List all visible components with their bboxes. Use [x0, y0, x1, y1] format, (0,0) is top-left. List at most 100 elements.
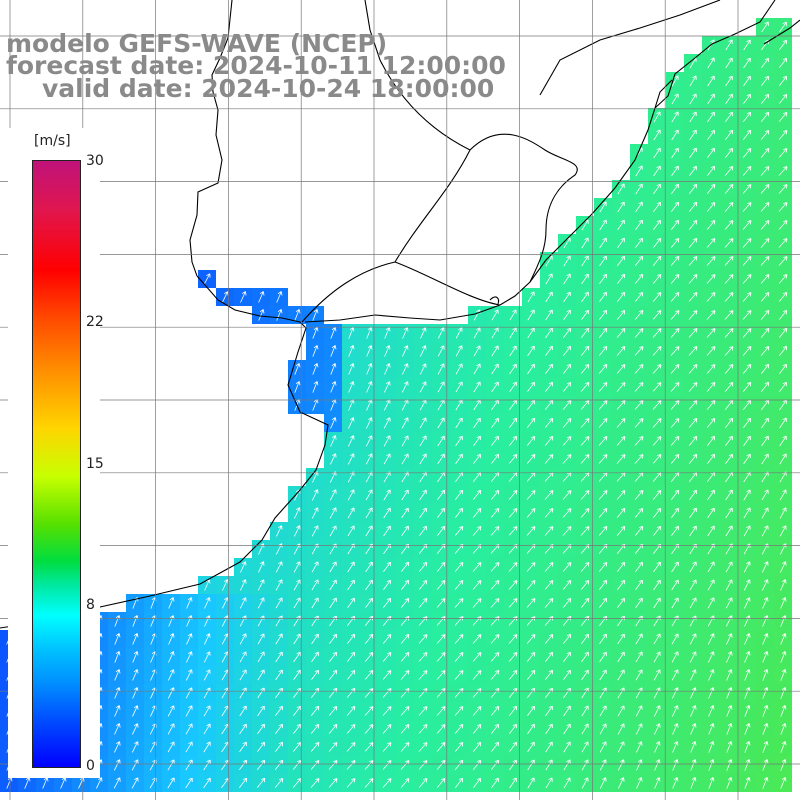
- wind-arrow: [743, 561, 751, 573]
- wind-arrow: [726, 687, 733, 699]
- wind-arrow: [670, 310, 680, 320]
- wind-arrow: [707, 633, 715, 645]
- wind-arrow: [365, 489, 373, 501]
- wind-arrow: [472, 741, 482, 752]
- wind-arrow: [598, 490, 608, 500]
- wind-arrow: [581, 705, 589, 717]
- wind-arrow: [562, 598, 572, 608]
- wind-arrow: [563, 327, 571, 339]
- wind-arrow: [418, 652, 428, 662]
- wind-arrow: [167, 777, 175, 789]
- wind-arrow: [509, 309, 517, 321]
- wind-arrow: [527, 363, 535, 375]
- wind-arrow: [329, 651, 337, 663]
- wind-arrow: [689, 525, 697, 537]
- wind-arrow: [491, 759, 499, 771]
- wind-arrow: [725, 111, 733, 123]
- wind-arrow: [508, 508, 518, 518]
- wind-arrow: [652, 436, 662, 446]
- wind-arrow: [652, 454, 662, 464]
- wind-arrow: [761, 453, 769, 465]
- wind-arrow: [725, 75, 733, 87]
- wind-arrow: [671, 165, 679, 177]
- wind-arrow: [744, 669, 751, 681]
- wind-arrow: [724, 292, 734, 302]
- wind-arrow: [689, 579, 697, 591]
- wind-arrow: [652, 382, 662, 392]
- wind-arrow: [454, 724, 464, 734]
- wind-arrow: [688, 364, 698, 374]
- wind-arrow: [311, 561, 319, 573]
- wind-arrow: [509, 759, 517, 771]
- wind-arrow: [724, 202, 734, 212]
- wind-arrow: [418, 598, 428, 608]
- wind-arrow: [508, 634, 518, 644]
- wind-arrow: [779, 453, 787, 465]
- wind-arrow: [436, 706, 446, 716]
- wind-arrow: [384, 381, 391, 393]
- wind-arrow: [760, 220, 770, 230]
- wind-arrow: [418, 688, 428, 698]
- wind-arrow: [581, 651, 589, 663]
- wind-arrow: [778, 130, 788, 140]
- wind-arrow: [690, 741, 697, 753]
- wind-arrow: [382, 688, 392, 698]
- wind-arrow: [402, 363, 409, 375]
- wind-arrow: [706, 256, 716, 266]
- wind-arrow: [526, 399, 536, 410]
- wind-arrow: [779, 489, 787, 501]
- wind-arrow: [562, 633, 572, 644]
- wind-arrow: [581, 273, 589, 285]
- wind-arrow: [490, 453, 500, 464]
- wind-arrow: [743, 489, 751, 501]
- wind-arrow: [616, 382, 626, 392]
- wind-arrow: [708, 705, 715, 717]
- wind-arrow: [491, 345, 499, 357]
- wind-arrow: [382, 652, 392, 662]
- wind-arrow: [329, 489, 337, 501]
- wind-arrow: [708, 777, 715, 789]
- colorbar-tick-0: 0: [86, 758, 95, 774]
- wind-arrow: [436, 688, 446, 698]
- wind-arrow: [382, 778, 392, 788]
- wind-arrow: [654, 759, 661, 771]
- wind-arrow: [132, 723, 139, 735]
- wind-arrow: [472, 508, 482, 518]
- wind-arrow: [526, 417, 536, 428]
- wind-arrow: [310, 687, 320, 698]
- wind-arrow: [257, 723, 265, 735]
- wind-arrow: [778, 220, 788, 230]
- wind-arrow: [311, 525, 319, 537]
- wind-arrow: [508, 652, 518, 662]
- wind-arrow: [329, 525, 337, 537]
- wind-arrow: [580, 364, 590, 374]
- wind-arrow: [616, 436, 626, 446]
- wind-arrow: [671, 651, 679, 663]
- wind-arrow: [616, 526, 626, 536]
- wind-arrow: [418, 742, 428, 752]
- wind-arrow: [365, 435, 373, 447]
- wind-arrow: [437, 417, 445, 429]
- wind-arrow: [329, 507, 337, 519]
- wind-arrow: [652, 292, 662, 302]
- wind-arrow: [671, 615, 679, 627]
- wind-arrow: [204, 579, 211, 591]
- wind-arrow: [400, 724, 410, 734]
- wind-arrow: [778, 184, 788, 194]
- wind-arrow: [652, 346, 662, 356]
- wind-arrow: [761, 489, 769, 501]
- wind-arrow: [760, 130, 770, 140]
- wind-arrow: [437, 507, 445, 519]
- wind-arrow: [778, 202, 788, 212]
- wind-arrow: [635, 201, 643, 213]
- wind-arrow: [671, 633, 679, 645]
- wind-arrow: [114, 741, 121, 753]
- wind-arrow: [274, 778, 284, 788]
- wind-arrow: [778, 327, 788, 338]
- wind-arrow: [707, 561, 715, 573]
- wind-arrow: [598, 346, 608, 356]
- wind-arrow: [671, 525, 679, 537]
- wind-arrow: [778, 75, 788, 86]
- wind-arrow: [689, 75, 697, 87]
- wind-arrow: [455, 435, 463, 447]
